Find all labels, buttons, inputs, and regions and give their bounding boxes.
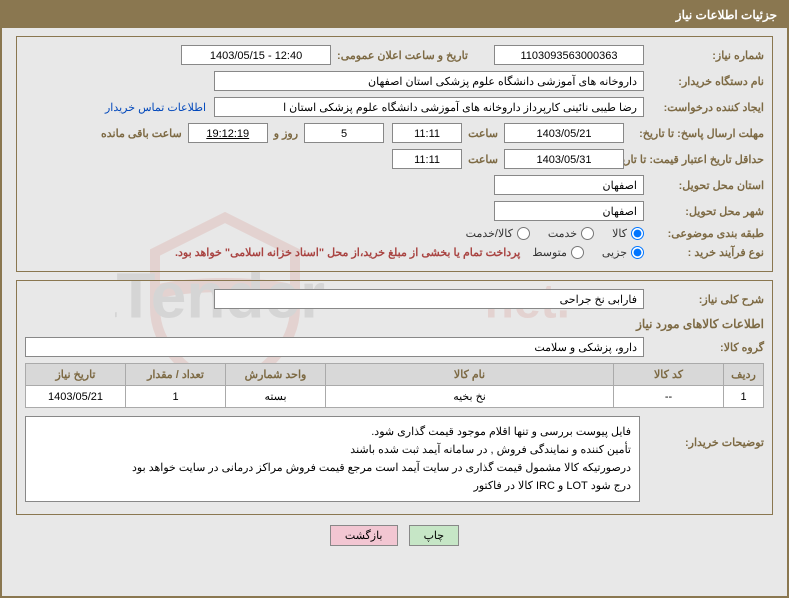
buyer-notes-label: توضیحات خریدار: bbox=[644, 416, 764, 449]
countdown-field: 19:12:19 bbox=[188, 123, 268, 143]
need-desc-field: فارابی نخ جراحی bbox=[214, 289, 644, 309]
category-label: طبقه بندی موضوعی: bbox=[644, 227, 764, 240]
province-label: استان محل تحویل: bbox=[644, 179, 764, 192]
deadline-label: مهلت ارسال پاسخ: تا تاریخ: bbox=[624, 127, 764, 140]
panel-header: جزئیات اطلاعات نیاز bbox=[2, 2, 787, 28]
th-name: نام کالا bbox=[326, 364, 614, 386]
need-number-label: شماره نیاز: bbox=[644, 49, 764, 62]
cell-code: -- bbox=[614, 386, 724, 408]
city-label: شهر محل تحویل: bbox=[644, 205, 764, 218]
validity-time-field: 11:11 bbox=[392, 149, 462, 169]
print-button[interactable]: چاپ bbox=[409, 525, 460, 546]
details-section: شماره نیاز: 1103093563000363 تاریخ و ساع… bbox=[16, 36, 773, 272]
buyer-notes-line1: فایل پیوست بررسی و تنها اقلام موجود قیمت… bbox=[34, 423, 631, 441]
description-section: شرح کلی نیاز: فارابی نخ جراحی اطلاعات کا… bbox=[16, 280, 773, 515]
goods-group-field: دارو، پزشکی و سلامت bbox=[25, 337, 644, 357]
category-kala[interactable]: کالا bbox=[612, 227, 644, 240]
need-number-field: 1103093563000363 bbox=[494, 45, 644, 65]
payment-note: پرداخت تمام یا بخشی از مبلغ خرید،از محل … bbox=[175, 246, 520, 259]
requester-field: رضا طیبی نائینی کارپرداز داروخانه های آم… bbox=[214, 97, 644, 117]
table-row: 1 -- نخ بخیه بسته 1 1403/05/21 bbox=[26, 386, 764, 408]
th-code: کد کالا bbox=[614, 364, 724, 386]
buyer-notes-box: فایل پیوست بررسی و تنها اقلام موجود قیمت… bbox=[25, 416, 640, 502]
category-radio-group: کالا خدمت کالا/خدمت bbox=[466, 227, 644, 240]
time-label-1: ساعت bbox=[462, 127, 504, 140]
cell-unit: بسته bbox=[226, 386, 326, 408]
validity-label: حداقل تاریخ اعتبار قیمت: تا تاریخ: bbox=[624, 153, 764, 166]
th-row: ردیف bbox=[724, 364, 764, 386]
need-desc-label: شرح کلی نیاز: bbox=[644, 293, 764, 306]
cell-date: 1403/05/21 bbox=[26, 386, 126, 408]
buyer-org-label: نام دستگاه خریدار: bbox=[644, 75, 764, 88]
process-medium-radio[interactable] bbox=[571, 246, 584, 259]
category-khadamat[interactable]: خدمت bbox=[548, 227, 594, 240]
validity-date-field: 1403/05/31 bbox=[504, 149, 624, 169]
process-medium[interactable]: متوسط bbox=[532, 246, 584, 259]
deadline-date-field: 1403/05/21 bbox=[504, 123, 624, 143]
requester-label: ایجاد کننده درخواست: bbox=[644, 101, 764, 114]
deadline-time-field: 11:11 bbox=[392, 123, 462, 143]
announce-field: 1403/05/15 - 12:40 bbox=[181, 45, 331, 65]
days-label: روز و bbox=[268, 127, 304, 140]
category-both-radio[interactable] bbox=[517, 227, 530, 240]
items-table: ردیف کد کالا نام کالا واحد شمارش تعداد /… bbox=[25, 363, 764, 408]
th-unit: واحد شمارش bbox=[226, 364, 326, 386]
cell-name: نخ بخیه bbox=[326, 386, 614, 408]
cell-row: 1 bbox=[724, 386, 764, 408]
cell-qty: 1 bbox=[126, 386, 226, 408]
th-date: تاریخ نیاز bbox=[26, 364, 126, 386]
process-label: نوع فرآیند خرید : bbox=[644, 246, 764, 259]
process-small[interactable]: جزیی bbox=[602, 246, 644, 259]
th-qty: تعداد / مقدار bbox=[126, 364, 226, 386]
back-button[interactable]: بازگشت bbox=[330, 525, 398, 546]
panel-title: جزئیات اطلاعات نیاز bbox=[676, 8, 777, 22]
content-area: شماره نیاز: 1103093563000363 تاریخ و ساع… bbox=[2, 28, 787, 554]
city-field: اصفهان bbox=[494, 201, 644, 221]
time-label-2: ساعت bbox=[462, 153, 504, 166]
buyer-notes-line4: درج شود LOT و IRC کالا در فاکتور bbox=[34, 477, 631, 495]
buyer-org-field: داروخانه های آموزشی دانشگاه علوم پزشکی ا… bbox=[214, 71, 644, 91]
buyer-notes-line2: تأمین کننده و نمایندگی فروش , در سامانه … bbox=[34, 441, 631, 459]
process-small-radio[interactable] bbox=[631, 246, 644, 259]
province-field: اصفهان bbox=[494, 175, 644, 195]
announce-label: تاریخ و ساعت اعلان عمومی: bbox=[331, 49, 474, 62]
goods-group-label: گروه کالا: bbox=[644, 341, 764, 354]
button-row: چاپ بازگشت bbox=[16, 525, 773, 546]
contact-link[interactable]: اطلاعات تماس خریدار bbox=[105, 101, 206, 114]
process-radio-group: جزیی متوسط bbox=[532, 246, 644, 259]
buyer-notes-line3: درصورتیکه کالا مشمول قیمت گذاری در سایت … bbox=[34, 459, 631, 477]
days-field: 5 bbox=[304, 123, 384, 143]
main-panel: جزئیات اطلاعات نیاز شماره نیاز: 11030935… bbox=[0, 0, 789, 598]
table-header-row: ردیف کد کالا نام کالا واحد شمارش تعداد /… bbox=[26, 364, 764, 386]
goods-info-title: اطلاعات کالاهای مورد نیاز bbox=[25, 317, 764, 331]
category-kala-radio[interactable] bbox=[631, 227, 644, 240]
category-both[interactable]: کالا/خدمت bbox=[466, 227, 530, 240]
remain-label: ساعت باقی مانده bbox=[95, 127, 188, 140]
category-khadamat-radio[interactable] bbox=[581, 227, 594, 240]
